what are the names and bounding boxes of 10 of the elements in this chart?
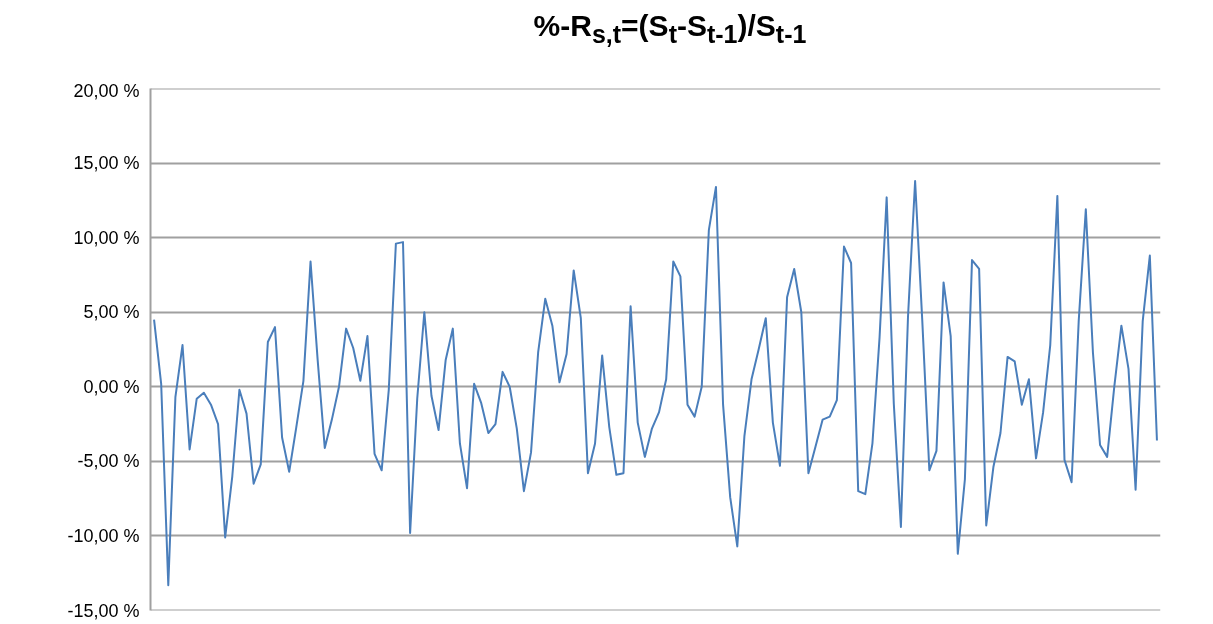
y-tick-label: 15,00 % xyxy=(73,153,140,174)
line-series xyxy=(153,179,1158,587)
y-tick-label: -15,00 % xyxy=(67,600,140,621)
chart-title: %-R$_{s,t}$=(S$_{t}$-S$_{t-1}$)/S$_{t-1}$ xyxy=(532,8,808,50)
y-tick-label: -10,00 % xyxy=(67,525,140,546)
y-tick-label: 10,00 % xyxy=(73,227,140,248)
y-tick-label: 20,00 % xyxy=(73,80,140,101)
y-tick-label: 0,00 % xyxy=(83,376,140,397)
y-tick-label: -5,00 % xyxy=(77,451,140,472)
y-tick-label: 5,00 % xyxy=(83,302,140,323)
